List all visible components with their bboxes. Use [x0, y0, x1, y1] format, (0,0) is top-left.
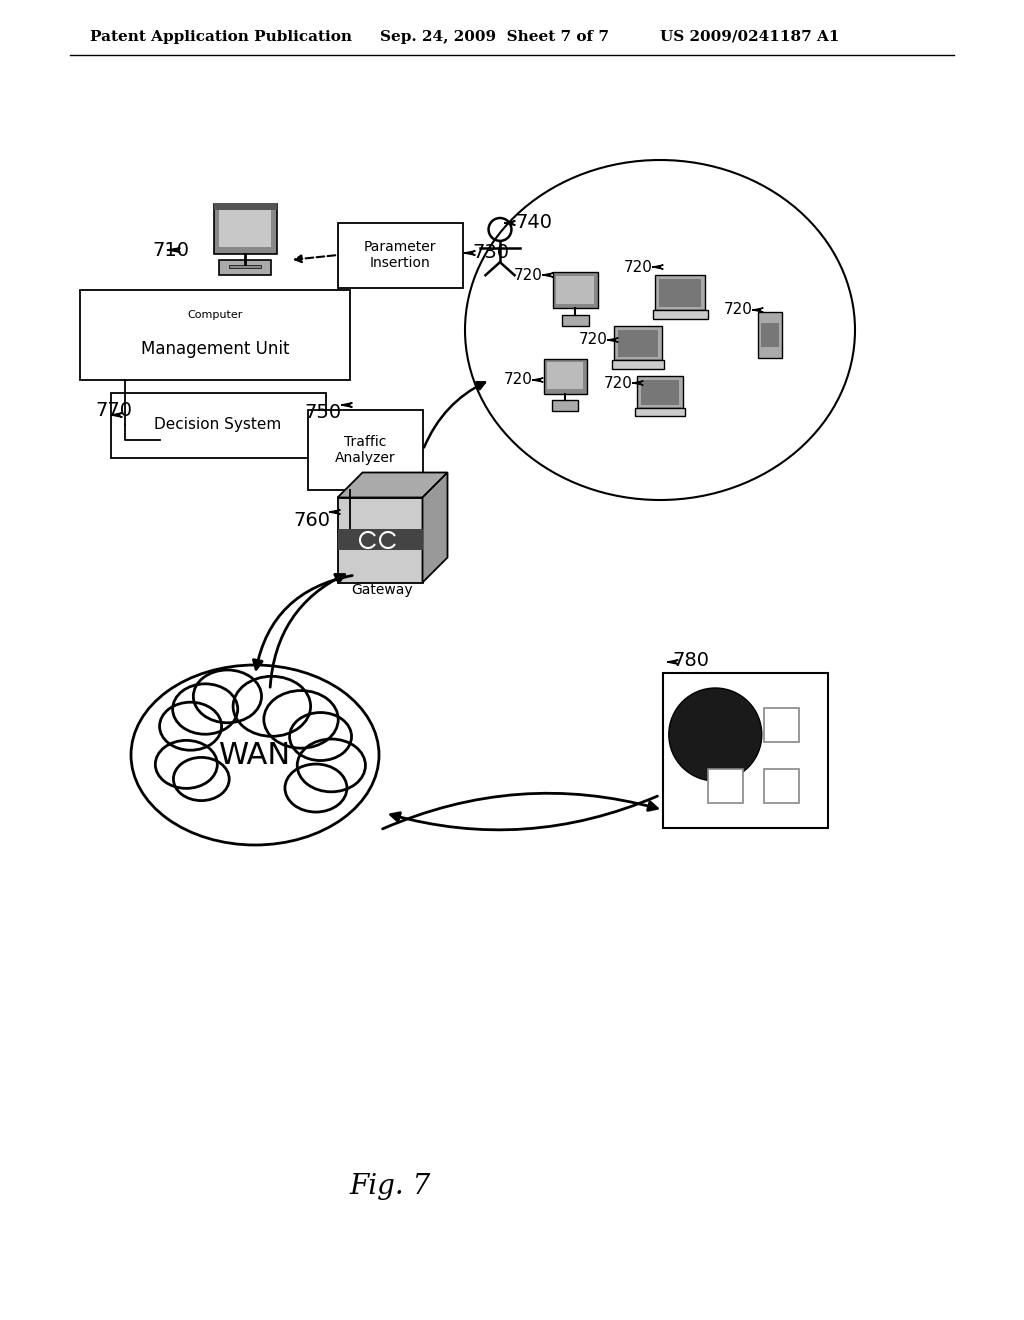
Bar	[229, 265, 261, 268]
Text: 750: 750	[305, 403, 342, 421]
Text: 720: 720	[504, 372, 534, 388]
Text: Parameter
Insertion: Parameter Insertion	[364, 240, 436, 271]
Ellipse shape	[285, 764, 347, 812]
Bar	[219, 260, 271, 276]
Text: Fig. 7: Fig. 7	[349, 1173, 431, 1200]
Bar	[761, 323, 779, 347]
Text: 730: 730	[472, 243, 509, 263]
Text: Sep. 24, 2009  Sheet 7 of 7: Sep. 24, 2009 Sheet 7 of 7	[380, 30, 609, 44]
Ellipse shape	[297, 739, 366, 792]
Bar	[617, 330, 658, 356]
Ellipse shape	[160, 702, 221, 750]
Text: Gateway: Gateway	[351, 583, 413, 597]
Bar	[213, 203, 276, 210]
Bar	[652, 310, 708, 319]
Bar	[708, 768, 742, 803]
Bar	[111, 392, 326, 458]
Bar	[611, 360, 665, 368]
Text: 720: 720	[580, 333, 608, 347]
Bar	[307, 411, 423, 490]
Ellipse shape	[131, 665, 379, 845]
Bar	[759, 312, 781, 358]
Bar	[338, 529, 423, 550]
Text: 720: 720	[624, 260, 653, 275]
Bar	[338, 498, 423, 582]
Ellipse shape	[156, 741, 217, 788]
Bar	[547, 363, 583, 389]
Bar	[637, 376, 683, 408]
Text: 710: 710	[152, 240, 189, 260]
Polygon shape	[423, 473, 447, 582]
Bar	[219, 209, 270, 247]
Text: 780: 780	[672, 651, 709, 669]
Bar	[663, 672, 827, 828]
Bar	[614, 326, 662, 360]
Text: 760: 760	[293, 511, 330, 529]
Text: Traffic
Analyzer: Traffic Analyzer	[335, 434, 395, 465]
Text: 720: 720	[514, 268, 543, 282]
Bar	[553, 272, 597, 309]
Text: WAN: WAN	[219, 741, 291, 770]
Bar	[544, 359, 587, 393]
Bar	[635, 408, 685, 416]
Polygon shape	[338, 473, 447, 498]
Text: 740: 740	[515, 214, 552, 232]
Bar	[641, 380, 679, 405]
Ellipse shape	[194, 671, 261, 723]
Bar	[80, 290, 350, 380]
Text: US 2009/0241187 A1: US 2009/0241187 A1	[660, 30, 840, 44]
Bar	[338, 223, 463, 288]
Text: 720: 720	[604, 375, 633, 391]
Ellipse shape	[173, 684, 238, 734]
Ellipse shape	[173, 758, 229, 801]
Text: 770: 770	[95, 400, 132, 420]
Bar	[764, 708, 799, 742]
Text: Management Unit: Management Unit	[140, 339, 289, 358]
Text: Patent Application Publication: Patent Application Publication	[90, 30, 352, 44]
Bar	[556, 276, 594, 304]
Circle shape	[669, 688, 762, 781]
Text: Computer: Computer	[187, 310, 243, 321]
Text: 720: 720	[724, 302, 753, 318]
Ellipse shape	[233, 676, 310, 737]
Ellipse shape	[290, 713, 351, 760]
Bar	[552, 400, 578, 411]
Text: Decision System: Decision System	[155, 417, 282, 433]
Bar	[764, 768, 799, 803]
Bar	[659, 280, 701, 306]
Bar	[213, 205, 276, 255]
Bar	[655, 275, 705, 310]
Ellipse shape	[264, 690, 338, 748]
Bar	[561, 314, 589, 326]
